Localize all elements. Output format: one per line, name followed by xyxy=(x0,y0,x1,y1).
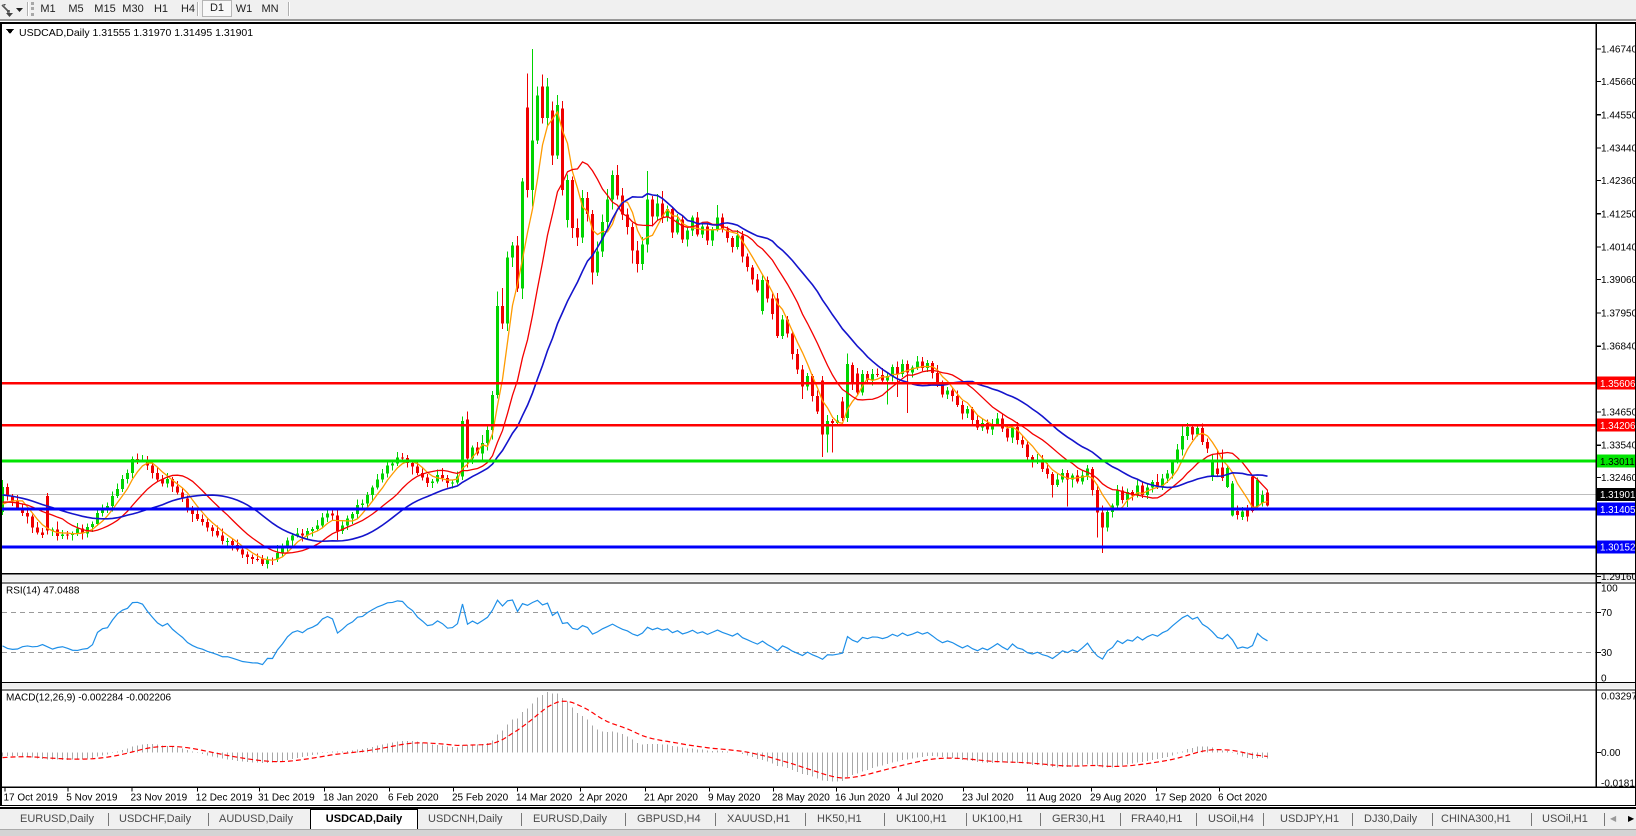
svg-text:RSI(14) 47.0488: RSI(14) 47.0488 xyxy=(6,585,80,596)
svg-text:23 Jul 2020: 23 Jul 2020 xyxy=(962,792,1014,803)
svg-text:12 Dec 2019: 12 Dec 2019 xyxy=(196,792,253,803)
svg-text:5 Nov 2019: 5 Nov 2019 xyxy=(66,792,118,803)
svg-text:100: 100 xyxy=(1601,584,1618,595)
svg-text:29 Aug 2020: 29 Aug 2020 xyxy=(1090,792,1147,803)
svg-text:1.39060: 1.39060 xyxy=(1601,275,1636,286)
svg-text:1.34650: 1.34650 xyxy=(1601,407,1636,418)
svg-text:21 Apr 2020: 21 Apr 2020 xyxy=(644,792,698,803)
svg-text:28 May 2020: 28 May 2020 xyxy=(772,792,830,803)
svg-text:-0.01815: -0.01815 xyxy=(1601,778,1636,789)
svg-text:1.31405: 1.31405 xyxy=(1600,505,1636,516)
svg-text:1.36840: 1.36840 xyxy=(1601,342,1636,353)
svg-text:17 Sep 2020: 17 Sep 2020 xyxy=(1155,792,1212,803)
svg-text:0: 0 xyxy=(1601,674,1607,685)
svg-text:14 Mar 2020: 14 Mar 2020 xyxy=(516,792,573,803)
svg-text:23 Nov 2019: 23 Nov 2019 xyxy=(131,792,188,803)
svg-text:1.33011: 1.33011 xyxy=(1600,457,1635,468)
svg-text:1.30152: 1.30152 xyxy=(1600,543,1635,554)
svg-text:1.31901: 1.31901 xyxy=(1600,490,1635,501)
svg-text:11 Aug 2020: 11 Aug 2020 xyxy=(1026,792,1082,803)
svg-text:1.44550: 1.44550 xyxy=(1601,110,1636,121)
svg-text:6 Oct 2020: 6 Oct 2020 xyxy=(1218,792,1267,803)
svg-text:31 Dec 2019: 31 Dec 2019 xyxy=(258,792,315,803)
svg-text:1.46740: 1.46740 xyxy=(1601,45,1636,56)
svg-text:1.40140: 1.40140 xyxy=(1601,243,1636,254)
svg-text:18 Jan 2020: 18 Jan 2020 xyxy=(323,792,378,803)
svg-text:1.34206: 1.34206 xyxy=(1600,421,1636,432)
svg-text:4 Jul 2020: 4 Jul 2020 xyxy=(897,792,944,803)
svg-text:1.37950: 1.37950 xyxy=(1601,308,1636,319)
svg-text:70: 70 xyxy=(1601,608,1613,619)
svg-text:9 May 2020: 9 May 2020 xyxy=(708,792,761,803)
svg-text:17 Oct 2019: 17 Oct 2019 xyxy=(4,792,59,803)
svg-text:1.32460: 1.32460 xyxy=(1601,473,1636,484)
svg-text:2 Apr 2020: 2 Apr 2020 xyxy=(579,792,628,803)
svg-text:1.43440: 1.43440 xyxy=(1601,144,1636,155)
svg-text:1.42360: 1.42360 xyxy=(1601,176,1636,187)
svg-text:25 Feb 2020: 25 Feb 2020 xyxy=(452,792,509,803)
svg-text:1.45660: 1.45660 xyxy=(1601,77,1636,88)
svg-text:1.29160: 1.29160 xyxy=(1601,572,1636,583)
svg-text:0.00: 0.00 xyxy=(1601,748,1621,759)
svg-text:USDCAD,Daily 1.31555 1.31970: USDCAD,Daily 1.31555 1.31970 1.31495 1.3… xyxy=(19,27,253,39)
svg-text:1.35606: 1.35606 xyxy=(1600,379,1636,390)
svg-text:1.41250: 1.41250 xyxy=(1601,209,1636,220)
svg-text:6 Feb 2020: 6 Feb 2020 xyxy=(388,792,439,803)
svg-text:16 Jun 2020: 16 Jun 2020 xyxy=(835,792,890,803)
svg-text:1.33540: 1.33540 xyxy=(1601,441,1636,452)
svg-text:0.032972: 0.032972 xyxy=(1601,691,1636,702)
svg-text:MACD(12,26,9) -0.002284 -0.002: MACD(12,26,9) -0.002284 -0.002206 xyxy=(6,693,172,704)
svg-text:30: 30 xyxy=(1601,648,1613,659)
